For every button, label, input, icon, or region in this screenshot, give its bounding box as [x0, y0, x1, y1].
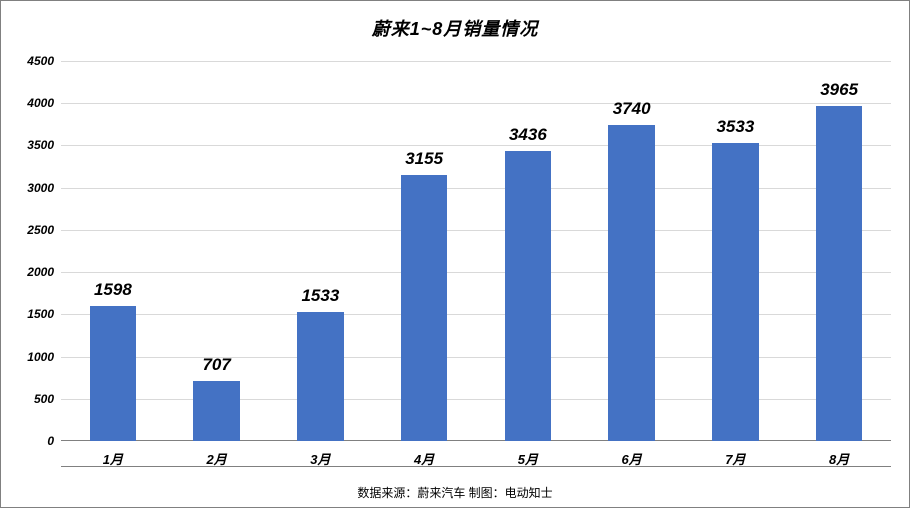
bar-value-label: 3436	[509, 125, 547, 145]
chart-title: 蔚来1~8月销量情况	[1, 15, 909, 41]
y-tick-label: 4000	[27, 96, 54, 110]
x-tick-label: 4月	[414, 449, 434, 468]
y-tick-label: 0	[47, 434, 54, 448]
bar	[505, 151, 552, 441]
bar-value-label: 3740	[613, 99, 651, 119]
x-axis-line	[61, 440, 891, 441]
bar	[712, 143, 759, 441]
x-tick-label: 5月	[518, 449, 538, 468]
y-tick-label: 3000	[27, 181, 54, 195]
x-tick-label: 7月	[725, 449, 745, 468]
chart-footer: 数据来源：蔚来汽车 制图：电动知士	[1, 484, 909, 501]
gridline	[61, 272, 891, 273]
x-axis-label-separator	[61, 466, 891, 467]
y-tick-label: 2000	[27, 265, 54, 279]
y-tick-label: 3500	[27, 138, 54, 152]
gridline	[61, 103, 891, 104]
bar-value-label: 3965	[820, 80, 858, 100]
bar-value-label: 1533	[301, 286, 339, 306]
gridline	[61, 357, 891, 358]
bar-value-label: 707	[202, 355, 230, 375]
bar	[608, 125, 655, 441]
y-tick-label: 1000	[27, 350, 54, 364]
bar-value-label: 1598	[94, 280, 132, 300]
gridline	[61, 314, 891, 315]
x-tick-label: 3月	[310, 449, 330, 468]
bar	[297, 312, 344, 441]
gridline	[61, 188, 891, 189]
bar	[90, 306, 137, 441]
x-tick-label: 1月	[103, 449, 123, 468]
gridline	[61, 61, 891, 62]
y-tick-label: 4500	[27, 54, 54, 68]
x-tick-label: 2月	[207, 449, 227, 468]
bar-value-label: 3155	[405, 149, 443, 169]
plot-area	[61, 61, 891, 441]
bar	[816, 106, 863, 441]
y-tick-label: 500	[34, 392, 54, 406]
bar-value-label: 3533	[716, 117, 754, 137]
y-tick-label: 2500	[27, 223, 54, 237]
chart-container: 蔚来1~8月销量情况 数据来源：蔚来汽车 制图：电动知士 0 500 1000 150…	[0, 0, 910, 508]
bar	[401, 175, 448, 441]
gridline	[61, 145, 891, 146]
bar	[193, 381, 240, 441]
gridline	[61, 399, 891, 400]
gridline	[61, 230, 891, 231]
y-tick-label: 1500	[27, 307, 54, 321]
x-tick-label: 6月	[622, 449, 642, 468]
x-tick-label: 8月	[829, 449, 849, 468]
